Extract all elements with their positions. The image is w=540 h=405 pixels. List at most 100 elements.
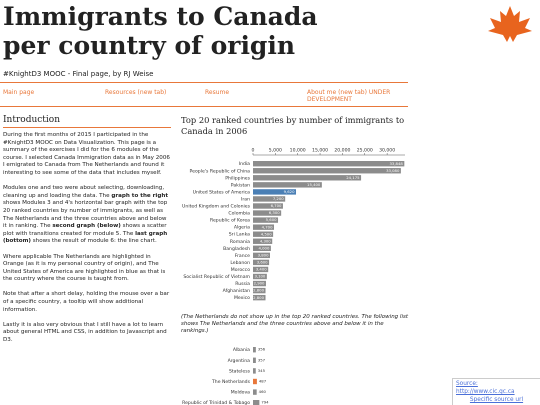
text-run: Note that after a short delay, holding t… <box>3 291 170 313</box>
paragraph: Modules one and two were about selecting… <box>3 185 171 246</box>
value-label: 2,800 <box>253 288 264 293</box>
value-label: 5,600 <box>266 217 277 222</box>
text-run: shows the result of module 6: the line c… <box>30 238 157 245</box>
bar <box>253 217 279 223</box>
bar <box>253 266 269 273</box>
category-label: Republic of Korea <box>210 218 250 224</box>
bar <box>253 161 405 167</box>
paragraph: Note that after a short delay, holding t… <box>3 291 171 314</box>
bar <box>253 168 401 174</box>
x-tick-label: 0 <box>252 148 255 154</box>
category-label: Pakistan <box>231 182 250 188</box>
value-label: 7,200 <box>273 196 284 201</box>
x-tick-label: 25,000 <box>357 148 373 154</box>
paragraph: Where applicable The Netherlands are hig… <box>3 254 171 284</box>
category-label: Iran <box>241 196 250 202</box>
category-label: Philippines <box>225 175 250 181</box>
bar <box>253 368 256 374</box>
source-link[interactable]: Source: http://www.cic.gc.ca <box>456 381 515 395</box>
logo <box>488 6 532 42</box>
category-label: Romania <box>230 239 250 245</box>
value-label: 6,700 <box>271 203 282 208</box>
bar <box>253 347 256 353</box>
bar <box>253 210 282 216</box>
source-link[interactable]: Specific source url <box>469 397 524 403</box>
value-label: 15,400 <box>307 182 321 187</box>
bar <box>253 182 322 188</box>
rule <box>0 82 408 83</box>
category-label: Lebanon <box>230 260 250 266</box>
value-label: 2,800 <box>253 295 264 300</box>
category-label: Russia <box>235 281 250 287</box>
text-run: Lastly it is also very obvious that I st… <box>3 321 167 344</box>
category-label: India <box>239 161 250 167</box>
bar <box>253 224 275 230</box>
category-label: Morocco <box>231 267 250 273</box>
category-label: United Kingdom and Colonies <box>182 204 251 210</box>
value-label: 794 <box>261 400 269 405</box>
bar <box>253 189 297 195</box>
x-tick-label: 30,000 <box>379 148 395 154</box>
value-label: 3,800 <box>258 252 269 257</box>
nav-link[interactable]: Resources (new tab) <box>105 89 167 96</box>
nav-link[interactable]: Resume <box>205 89 230 96</box>
chart-title: Top 20 ranked countries by number of imm… <box>181 115 405 136</box>
value-label: 460 <box>259 389 267 394</box>
category-label: France <box>235 253 250 259</box>
bar <box>253 175 362 181</box>
category-label: Albania <box>233 347 250 353</box>
category-label: Stateless <box>229 368 251 374</box>
x-tick-label: 5,000 <box>269 148 282 154</box>
category-label: People's Republic of China <box>190 168 251 174</box>
value-label: 487 <box>259 379 267 384</box>
value-label: 6,300 <box>269 210 280 215</box>
bar <box>253 400 260 405</box>
page-title: Immigrants to Canada per country of orig… <box>3 2 318 60</box>
value-label: 33,080 <box>386 168 400 173</box>
bar <box>253 287 266 294</box>
bar <box>253 196 286 202</box>
value-label: 4,700 <box>262 224 273 229</box>
bar <box>253 231 274 237</box>
value-label: 33,848 <box>390 161 404 166</box>
category-label: United States of America <box>193 189 251 195</box>
rule <box>0 106 408 107</box>
x-tick-label: 10,000 <box>290 148 306 154</box>
bar <box>253 252 270 259</box>
value-label: 2,900 <box>254 281 265 286</box>
category-label: Algeria <box>234 225 250 231</box>
source: Source: http://www.cic.gc.ca Specific so… <box>452 378 540 405</box>
value-label: 4,300 <box>260 238 271 243</box>
text-run: During the first months of 2015 I partic… <box>3 132 170 176</box>
nav-link[interactable]: Main page <box>3 89 35 96</box>
value-label: 9,620 <box>284 189 295 194</box>
intro-text: During the first months of 2015 I partic… <box>3 132 171 352</box>
text-run: graph to the right <box>111 192 168 199</box>
value-label: 345 <box>258 368 266 373</box>
subtitle: #KnightD3 MOOC - Final page, by RJ Weise <box>3 70 154 78</box>
bar <box>253 203 283 209</box>
category-label: Republic of Trinidad & Tobago <box>182 400 250 405</box>
bar <box>253 259 270 266</box>
value-label: 3,600 <box>257 260 268 265</box>
category-label: Argentina <box>228 358 251 364</box>
x-tick-label: 15,000 <box>312 148 328 154</box>
category-label: Mexico <box>234 295 250 301</box>
text-run: Modules one and two were about selecting… <box>3 185 165 199</box>
bar <box>253 238 273 244</box>
category-label: Sri Lanka <box>229 232 250 238</box>
nav-link[interactable]: About me (new tab) UNDER DEVELOPMENT <box>307 89 391 103</box>
category-label: Colombia <box>228 211 250 217</box>
value-label: 24,175 <box>346 175 360 180</box>
value-label: 3,100 <box>254 274 265 279</box>
text-run: last graph (bottom) <box>3 230 168 245</box>
bar <box>253 294 266 301</box>
category-label: Bangladesh <box>223 246 250 252</box>
value-label: 4,000 <box>259 245 270 250</box>
paragraph: Lastly it is also very obvious that I st… <box>3 322 171 345</box>
text-run: Where applicable The Netherlands are hig… <box>3 253 166 283</box>
bar <box>253 245 271 251</box>
text-run: shows a scatter plot with transitions cr… <box>3 223 167 237</box>
